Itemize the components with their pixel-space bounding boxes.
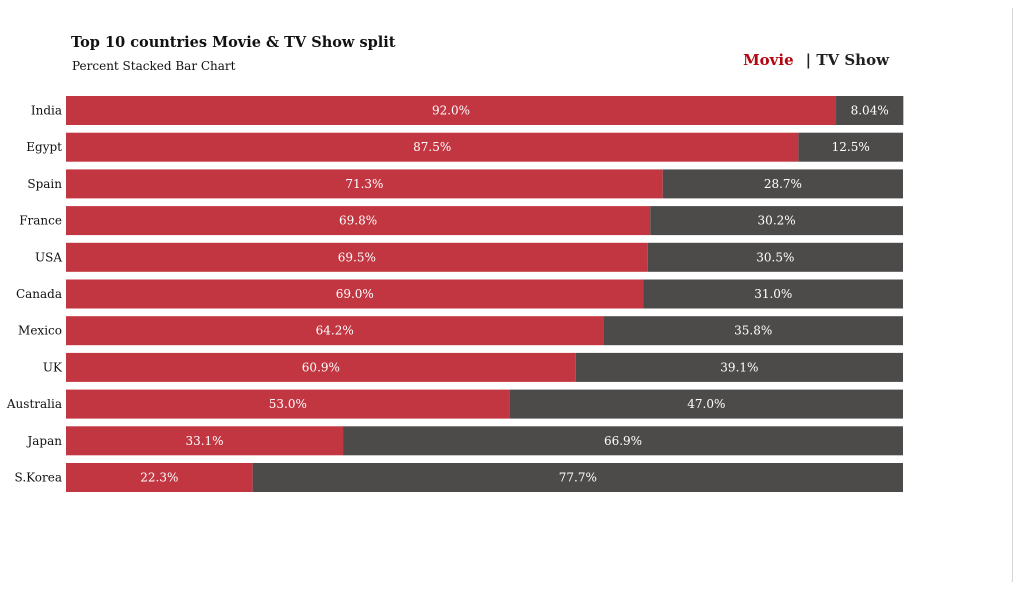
data-label: 30.5%	[756, 250, 794, 264]
y-tick-label: Japan	[25, 434, 62, 448]
bar-movie	[66, 316, 604, 346]
bar-movie	[66, 426, 344, 456]
bar-movie	[66, 389, 510, 419]
data-label: 92.0%	[432, 104, 470, 118]
y-tick-label: UK	[43, 360, 63, 374]
bar-movie	[66, 279, 644, 309]
y-tick-label: Mexico	[18, 324, 62, 338]
data-label: 22.3%	[140, 471, 178, 485]
bar-movie	[66, 352, 576, 382]
data-label: 53.0%	[269, 397, 307, 411]
bar-movie	[66, 206, 651, 236]
data-label: 64.2%	[316, 324, 354, 338]
chart-subtitle: Percent Stacked Bar Chart	[72, 59, 236, 73]
bar-movie	[66, 132, 799, 162]
data-label: 60.9%	[302, 360, 340, 374]
data-label: 71.3%	[345, 177, 383, 191]
bar-tv-show	[509, 389, 903, 419]
bar-tv-show	[798, 132, 903, 162]
bar-tv-show	[643, 279, 903, 309]
y-tick-label: India	[31, 104, 62, 118]
bar-tv-show	[575, 352, 903, 382]
data-label: 69.5%	[338, 250, 376, 264]
data-label: 69.8%	[339, 214, 377, 228]
data-label: 69.0%	[336, 287, 374, 301]
bar-movie	[66, 96, 837, 125]
data-label: 39.1%	[720, 360, 758, 374]
data-label: 8.04%	[851, 104, 889, 118]
bar-movie	[66, 242, 648, 272]
bar-tv-show	[252, 463, 903, 492]
y-tick-label: Canada	[16, 287, 62, 301]
data-label: 66.9%	[604, 434, 642, 448]
y-tick-label: Spain	[27, 177, 62, 191]
y-tick-label: Egypt	[26, 140, 62, 154]
bar-movie	[66, 463, 253, 492]
frame-divider	[1012, 8, 1013, 582]
data-label: 77.7%	[559, 471, 597, 485]
bar-tv-show	[650, 206, 903, 236]
data-label: 33.1%	[185, 434, 223, 448]
data-label: 35.8%	[734, 324, 772, 338]
data-label: 28.7%	[764, 177, 802, 191]
data-label: 87.5%	[413, 140, 451, 154]
legend-tv-show: | TV Show	[805, 51, 889, 69]
legend: Movie | TV Show	[743, 51, 889, 69]
bar-tv-show	[647, 242, 903, 272]
y-tick-label: USA	[35, 250, 62, 264]
legend-movie: Movie	[743, 51, 794, 69]
bar-tv-show	[662, 169, 903, 199]
y-tick-label: S.Korea	[15, 471, 62, 485]
y-tick-label: Australia	[6, 397, 62, 411]
bar-tv-show	[836, 96, 904, 125]
bar-movie	[66, 169, 663, 199]
bar-tv-show	[603, 316, 903, 346]
data-label: 31.0%	[754, 287, 792, 301]
bar-tv-show	[343, 426, 903, 456]
data-label: 12.5%	[832, 140, 870, 154]
data-label: 47.0%	[687, 397, 725, 411]
chart-title: Top 10 countries Movie & TV Show split	[71, 34, 396, 51]
data-label: 30.2%	[758, 214, 796, 228]
y-tick-label: France	[19, 214, 62, 228]
